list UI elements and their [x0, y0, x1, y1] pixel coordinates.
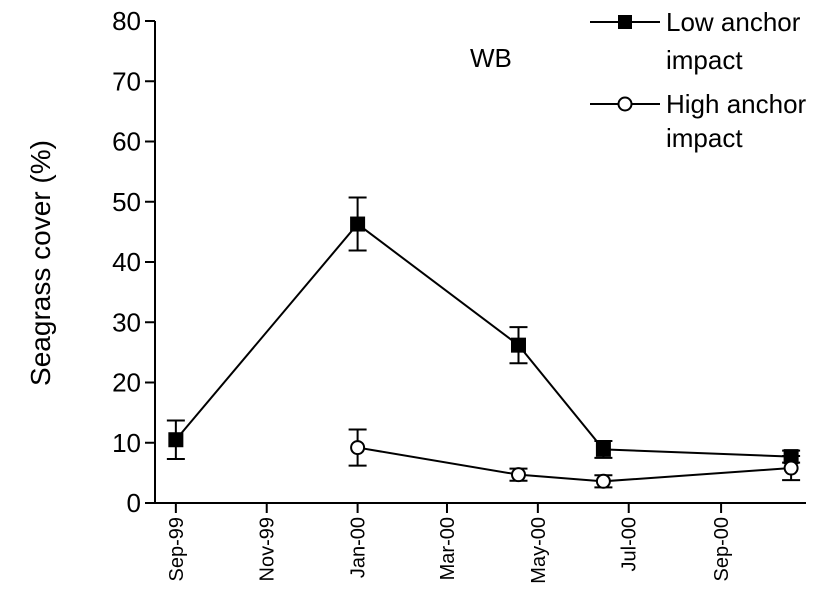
x-tick-label-1: Nov-99	[257, 517, 279, 581]
y-tick-label-50: 50	[112, 187, 141, 217]
point-low-0	[168, 432, 184, 448]
x-tick-label-2: Jan-00	[348, 517, 370, 578]
y-tick-label-10: 10	[112, 428, 141, 458]
point-high-0	[350, 440, 366, 456]
point-low-2	[510, 337, 526, 353]
point-high-2	[595, 473, 611, 489]
y-tick-label-80: 80	[112, 6, 141, 36]
y-axis-title: Seagrass cover (%)	[25, 140, 56, 386]
plot-area	[166, 196, 801, 489]
point-high-3	[783, 460, 799, 476]
legend: Low anchor impact High anchor impact	[590, 7, 807, 153]
axes: 0 10 20 30 40 50 60 70 80 Sep-99 Nov-99 Jan-00 Mar-0…	[112, 6, 806, 584]
point-high-1	[510, 467, 526, 483]
y-tick-label-0: 0	[127, 488, 141, 518]
y-tick-label-40: 40	[112, 247, 141, 277]
series-line-low	[175, 222, 792, 458]
legend-label-low-line2: impact	[666, 45, 743, 75]
y-tick-label-60: 60	[112, 127, 141, 157]
y-tick-label-20: 20	[112, 368, 141, 398]
legend-entry-high: High anchor impact	[590, 89, 807, 153]
x-tick-label-5: Jul-00	[619, 517, 641, 571]
x-tick-label-4: May-00	[528, 517, 550, 584]
legend-label-low-line1: Low anchor	[666, 7, 801, 37]
legend-marker-low	[618, 15, 632, 29]
x-tick-label-0: Sep-99	[166, 517, 188, 582]
point-low-1	[350, 216, 366, 232]
series-low	[166, 196, 801, 465]
y-tick-label-70: 70	[112, 66, 141, 96]
x-tick-label-3: Mar-00	[437, 517, 459, 580]
legend-marker-high	[617, 96, 633, 112]
legend-label-high-line1: High anchor	[666, 89, 807, 119]
legend-entry-low: Low anchor impact	[590, 7, 801, 75]
x-tick-label-6: Sep-00	[711, 517, 733, 582]
y-tick-label-30: 30	[112, 307, 141, 337]
legend-label-high-line2: impact	[666, 123, 743, 153]
series-line-high	[357, 446, 792, 483]
point-low-3	[595, 441, 611, 457]
annotation-wb: WB	[470, 43, 512, 73]
series-high	[348, 428, 801, 489]
